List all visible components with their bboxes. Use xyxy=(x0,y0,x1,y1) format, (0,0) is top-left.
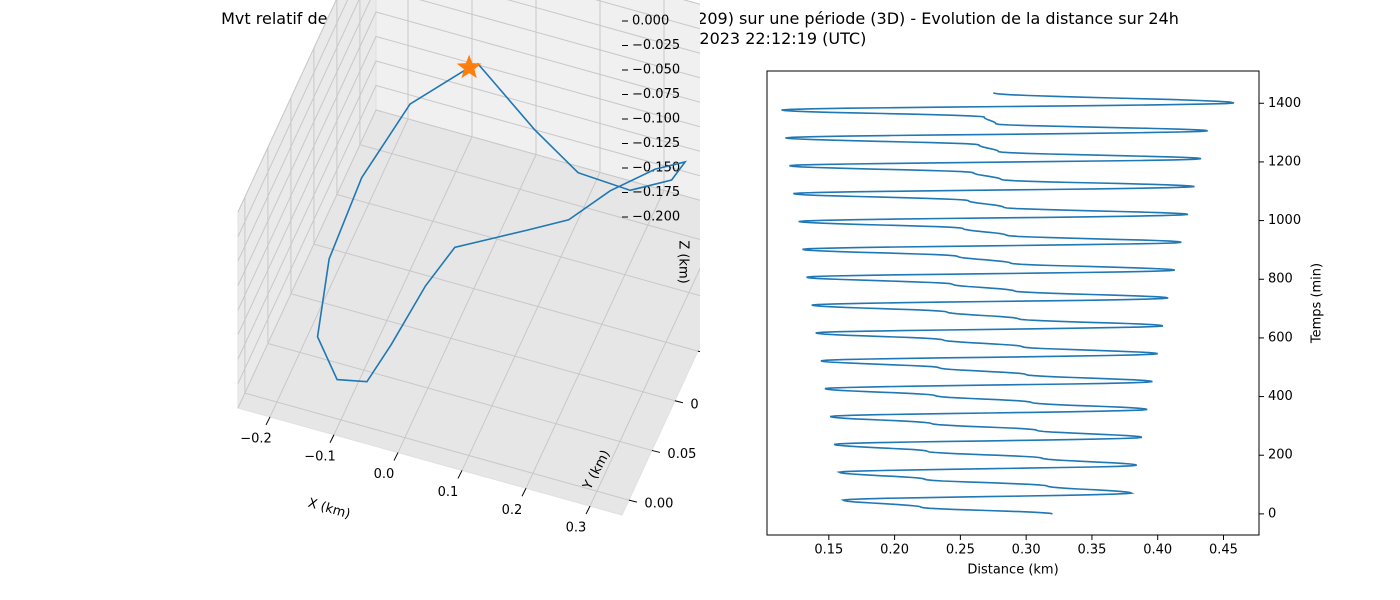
x-tick-label: 0.30 xyxy=(1012,543,1041,558)
z-tick-label: −0.150 xyxy=(632,161,680,176)
z-tick-label: −0.175 xyxy=(632,185,680,200)
x-tick-label: 0.45 xyxy=(1209,543,1238,558)
x-tick-label: 0.20 xyxy=(880,543,909,558)
x-tick-label: 0.0 xyxy=(374,467,395,482)
grid-z xyxy=(237,0,700,237)
z-tick-label: −0.100 xyxy=(632,112,680,127)
x-tick-label: 0.25 xyxy=(946,543,975,558)
y-tick-mark xyxy=(651,449,661,453)
z-axis-label: Z (km) xyxy=(676,240,691,283)
z-tick-label: −0.125 xyxy=(632,136,680,151)
x-tick-label: 0.35 xyxy=(1077,543,1106,558)
y-tick-label: 1000 xyxy=(1268,213,1301,228)
x-tick-label: 0.40 xyxy=(1143,543,1172,558)
y-tick-label: 800 xyxy=(1268,272,1293,287)
x-tick-label: −0.2 xyxy=(240,431,272,446)
y-tick-mark xyxy=(628,499,638,503)
y-tick-label: 200 xyxy=(1268,448,1293,463)
y-tick-label: 0.10 xyxy=(690,397,700,412)
y-tick-label: 1400 xyxy=(1268,96,1301,111)
x-tick-mark xyxy=(393,452,399,461)
chart-3d-trajectory: −0.2 −0.1 0.0 0.1 0.2 0.3 X (km) 0.00 0.05 0.10 0.… xyxy=(237,0,700,536)
y-tick-mark xyxy=(674,400,684,404)
grid-z xyxy=(237,109,700,409)
z-tick-label: −0.075 xyxy=(632,87,680,102)
y-tick-label: 0.05 xyxy=(667,447,696,462)
grid-z xyxy=(237,35,700,335)
x-tick-mark xyxy=(265,416,271,426)
x-tick-label: 0.3 xyxy=(566,521,587,536)
x-tick-label: 0.15 xyxy=(814,543,843,558)
z-tick-label: −0.025 xyxy=(632,38,680,53)
grid-z xyxy=(237,60,700,360)
y-tick-label: 600 xyxy=(1268,330,1293,345)
y-tick-label: 0 xyxy=(1268,506,1276,521)
grid-z xyxy=(237,0,700,262)
x-axis-label: Distance (km) xyxy=(967,563,1058,578)
trajectory-line xyxy=(316,62,688,383)
x-tick-mark xyxy=(585,505,591,515)
x-tick-label: 0.2 xyxy=(502,503,523,518)
x-tick-mark xyxy=(457,470,463,479)
distance-line xyxy=(781,92,1235,515)
y-tick-mark xyxy=(697,350,700,353)
x-axis-label: X (km) xyxy=(306,496,352,522)
grid-z xyxy=(237,0,700,213)
y-tick-label: 1200 xyxy=(1268,154,1301,169)
z-tick-label: −0.200 xyxy=(632,210,680,225)
start-star-marker xyxy=(456,54,482,79)
grid-x xyxy=(589,267,700,507)
x-tick-mark xyxy=(329,434,335,443)
grid-z xyxy=(237,0,700,286)
grid-z xyxy=(237,11,700,311)
y-axis-label: Temps (min) xyxy=(1310,263,1325,344)
x-tick-label: 0.1 xyxy=(438,485,459,500)
grid-z xyxy=(237,84,700,384)
chart-distance-time: 0.15 0.20 0.25 0.30 0.35 0.40 0.45 Distance (km… xyxy=(766,70,1325,578)
z-tick-label: 0.000 xyxy=(632,14,669,29)
x-tick-label: −0.1 xyxy=(304,449,336,464)
x-tick-mark xyxy=(521,488,527,497)
y-tick-label: 0.00 xyxy=(644,497,673,512)
y-tick-label: 400 xyxy=(1268,389,1293,404)
z-tick-label: −0.050 xyxy=(632,63,680,78)
